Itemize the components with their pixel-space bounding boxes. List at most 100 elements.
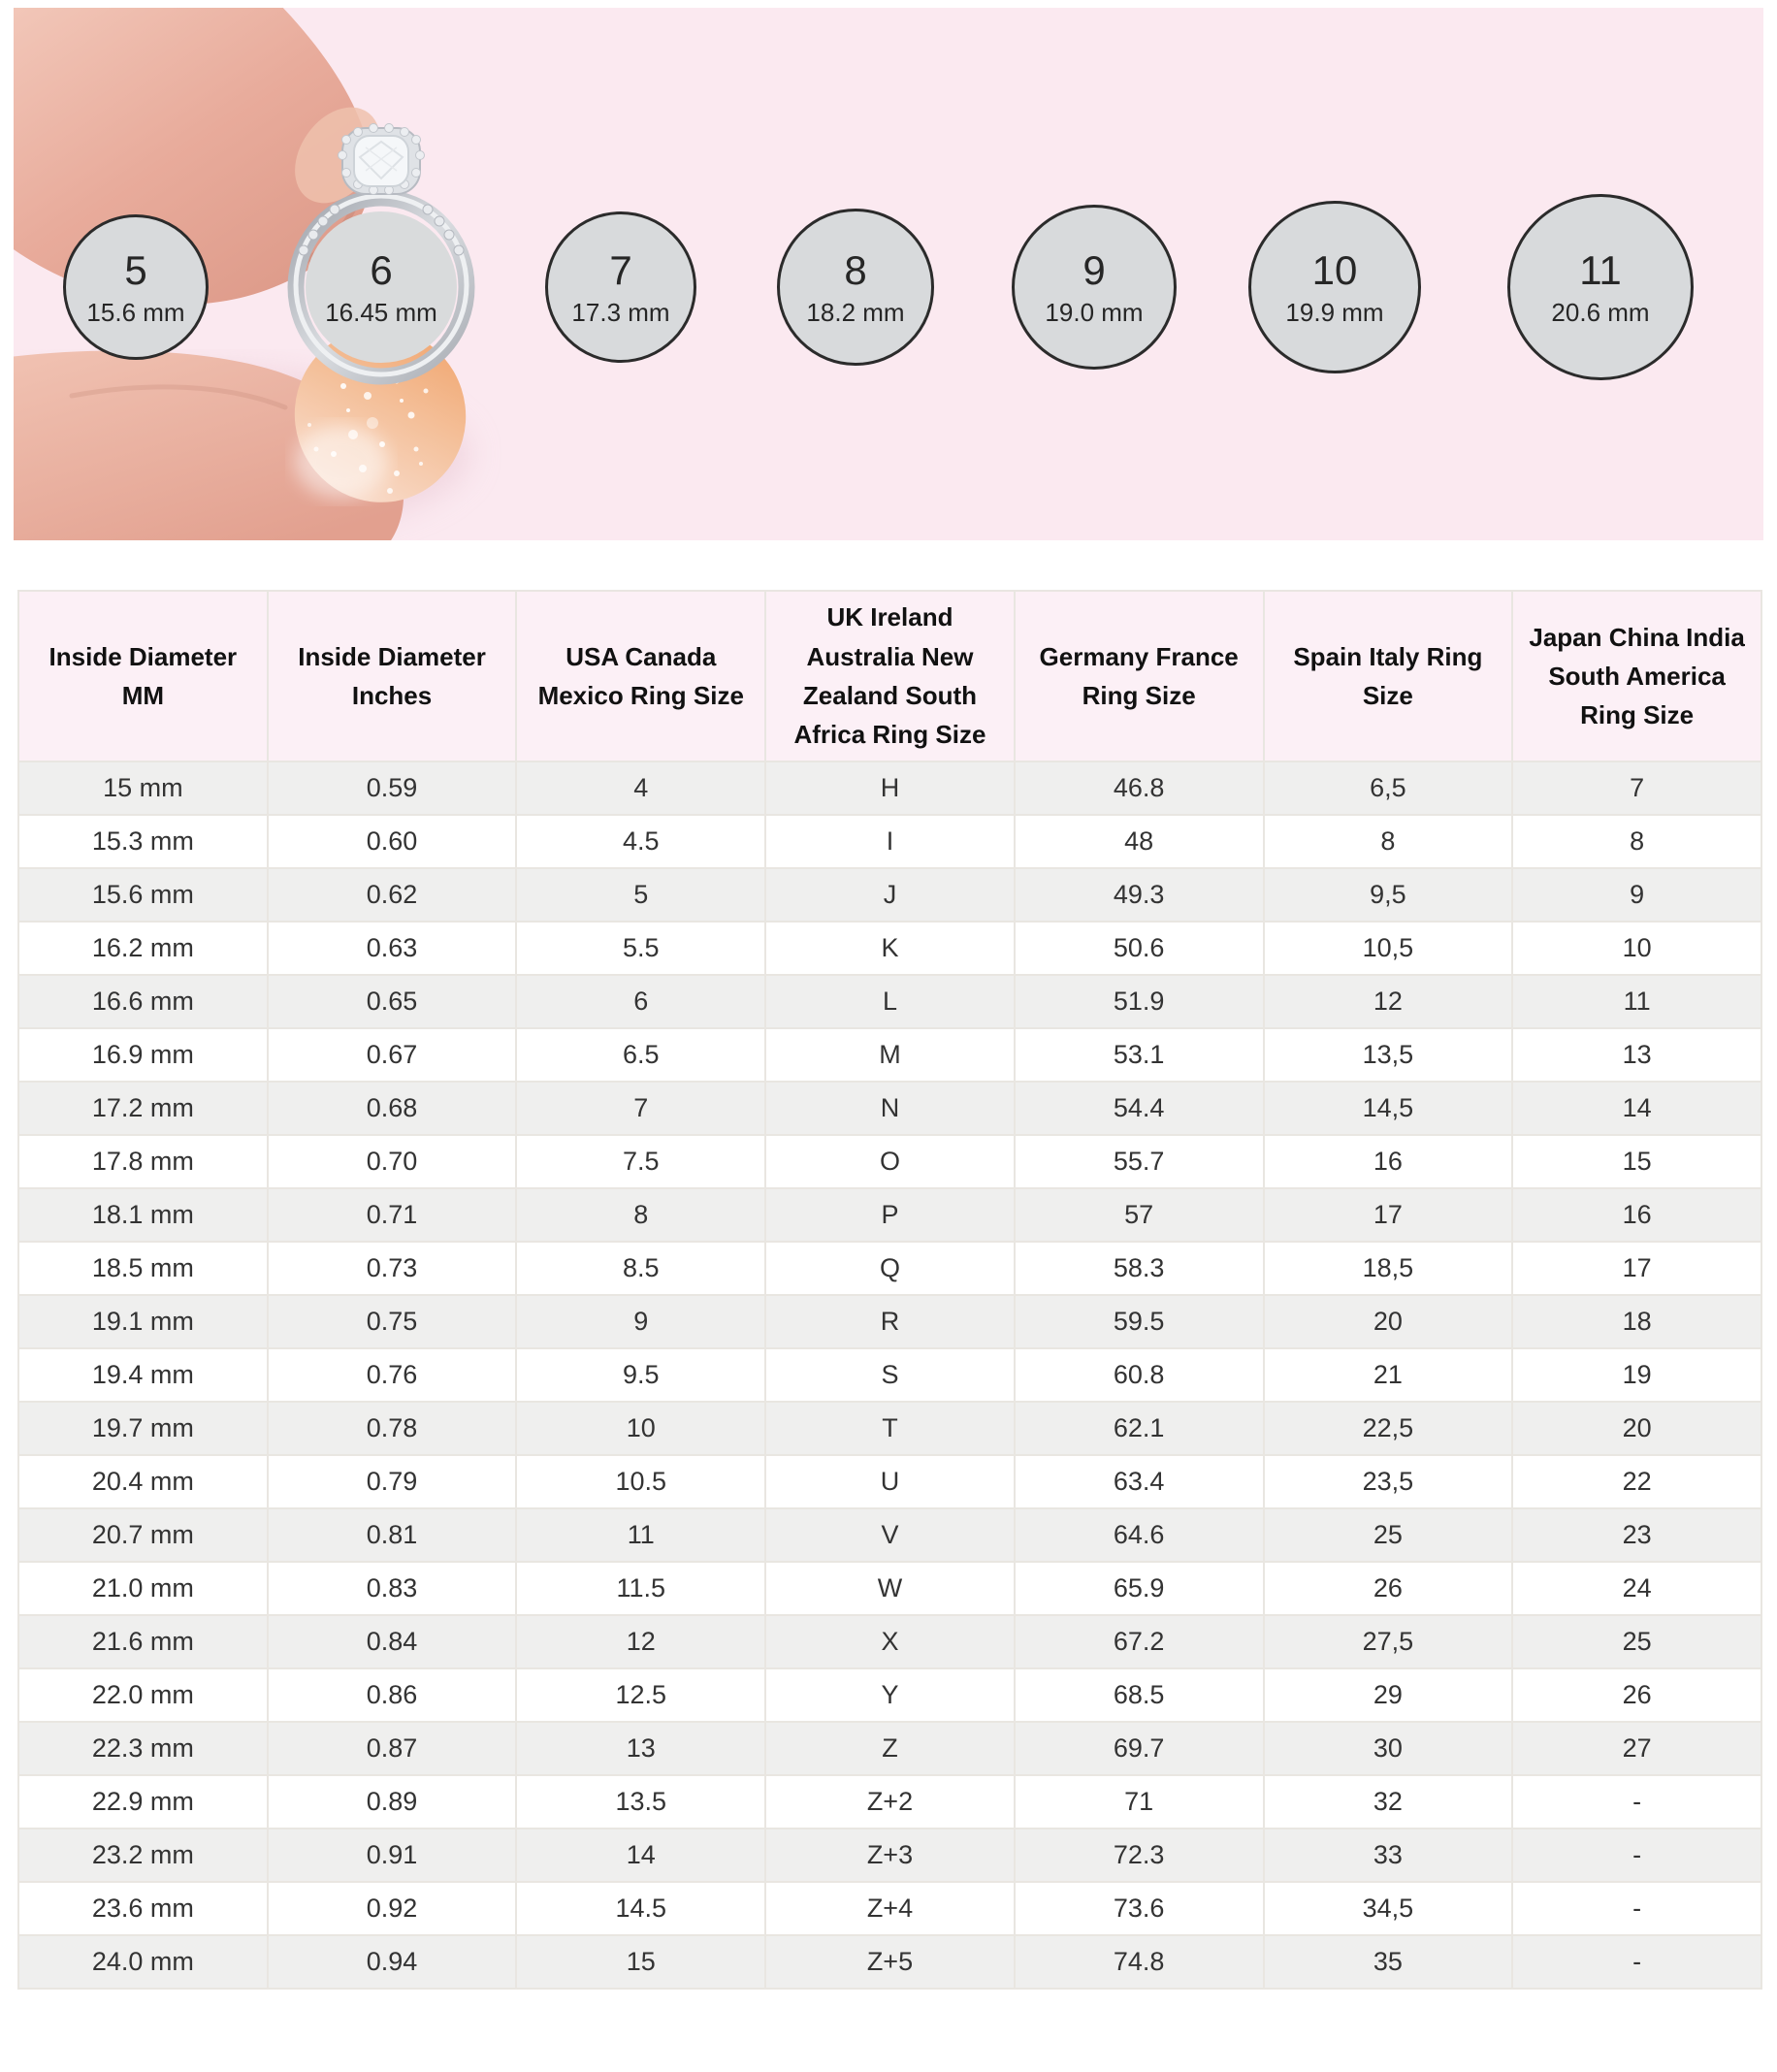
table-row: 21.6 mm 0.84 12 X 67.2 27,5 25 <box>17 1614 1762 1669</box>
table-cell: 23.2 mm <box>17 1828 269 1883</box>
table-cell: V <box>764 1507 1016 1563</box>
table-cell: 0.83 <box>266 1561 518 1616</box>
column-header-uk-ireland-australia: UK Ireland Australia New Zealand South A… <box>764 590 1016 762</box>
table-cell: 27,5 <box>1262 1614 1514 1669</box>
pave-stones <box>298 204 465 256</box>
table-cell: 21 <box>1262 1347 1514 1403</box>
table-row: 15.3 mm 0.60 4.5 I 48 8 8 <box>17 814 1762 869</box>
table-row: 22.0 mm 0.86 12.5 Y 68.5 29 26 <box>17 1667 1762 1723</box>
diamond-ring-photo <box>287 123 475 385</box>
table-row: 20.7 mm 0.81 11 V 64.6 25 23 <box>17 1507 1762 1563</box>
table-cell: 11 <box>1511 974 1762 1029</box>
table-cell: S <box>764 1347 1016 1403</box>
size-circle-6: 6 16.45 mm <box>306 211 457 363</box>
ring-size-number: 8 <box>844 246 867 293</box>
table-cell: N <box>764 1081 1016 1136</box>
table-cell: 17.8 mm <box>17 1134 269 1189</box>
table-cell: 20.7 mm <box>17 1507 269 1563</box>
table-cell: 51.9 <box>1013 974 1265 1029</box>
table-cell: 0.62 <box>266 867 518 923</box>
column-header-germany-france: Germany France Ring Size <box>1013 590 1265 762</box>
size-circle-11: 11 20.6 mm <box>1507 194 1694 380</box>
table-cell: 74.8 <box>1013 1934 1265 1990</box>
table-cell: 0.89 <box>266 1774 518 1829</box>
table-cell: 13 <box>515 1721 767 1776</box>
table-cell: 14,5 <box>1262 1081 1514 1136</box>
ring-band-highlight <box>293 193 469 377</box>
table-cell: 57 <box>1013 1187 1265 1243</box>
table-cell: 17 <box>1511 1241 1762 1296</box>
table-cell: 0.65 <box>266 974 518 1029</box>
table-cell: 0.78 <box>266 1401 518 1456</box>
table-cell: 27 <box>1511 1721 1762 1776</box>
table-cell: 72.3 <box>1013 1828 1265 1883</box>
table-cell: 49.3 <box>1013 867 1265 923</box>
table-cell: 0.71 <box>266 1187 518 1243</box>
table-cell: J <box>764 867 1016 923</box>
table-cell: 22.0 mm <box>17 1667 269 1723</box>
table-cell: 7.5 <box>515 1134 767 1189</box>
table-cell: 12 <box>515 1614 767 1669</box>
table-cell: 33 <box>1262 1828 1514 1883</box>
table-row: 17.8 mm 0.70 7.5 O 55.7 16 15 <box>17 1134 1762 1189</box>
table-cell: Z+3 <box>764 1828 1016 1883</box>
table-cell: H <box>764 761 1016 816</box>
ring-size-diameter: 17.3 mm <box>571 297 670 327</box>
table-cell: 25 <box>1262 1507 1514 1563</box>
table-cell: 62.1 <box>1013 1401 1265 1456</box>
table-cell: Z+5 <box>764 1934 1016 1990</box>
table-cell: 32 <box>1262 1774 1514 1829</box>
size-circle-8: 8 18.2 mm <box>777 209 934 366</box>
table-cell: 68.5 <box>1013 1667 1265 1723</box>
table-cell: 4 <box>515 761 767 816</box>
table-cell: 34,5 <box>1262 1881 1514 1936</box>
table-cell: W <box>764 1561 1016 1616</box>
table-cell: 54.4 <box>1013 1081 1265 1136</box>
table-cell: 14 <box>515 1828 767 1883</box>
table-cell: 15 <box>515 1934 767 1990</box>
table-cell: 10 <box>515 1401 767 1456</box>
table-cell: 10,5 <box>1262 921 1514 976</box>
table-cell: 5 <box>515 867 767 923</box>
table-cell: 8.5 <box>515 1241 767 1296</box>
table-cell: 0.92 <box>266 1881 518 1936</box>
table-cell: 16.2 mm <box>17 921 269 976</box>
size-circle-9: 9 19.0 mm <box>1012 205 1177 370</box>
table-cell: O <box>764 1134 1016 1189</box>
table-row: 16.9 mm 0.67 6.5 M 53.1 13,5 13 <box>17 1027 1762 1083</box>
column-header-inside-diameter-mm: Inside Diameter MM <box>17 590 269 762</box>
table-cell: L <box>764 974 1016 1029</box>
table-row: 22.9 mm 0.89 13.5 Z+2 71 32- <box>17 1774 1762 1829</box>
table-cell: 9 <box>1511 867 1762 923</box>
table-cell: 22.3 mm <box>17 1721 269 1776</box>
table-row: 19.4 mm 0.76 9.5 S 60.8 21 19 <box>17 1347 1762 1403</box>
table-cell: 8 <box>515 1187 767 1243</box>
ring-size-diameter: 18.2 mm <box>806 297 905 327</box>
table-cell: T <box>764 1401 1016 1456</box>
table-row: 24.0 mm 0.94 15 Z+5 74.8 35- <box>17 1934 1762 1990</box>
table-cell: 26 <box>1511 1667 1762 1723</box>
table-cell: 24.0 mm <box>17 1934 269 1990</box>
table-cell: 26 <box>1262 1561 1514 1616</box>
table-cell: 9,5 <box>1262 867 1514 923</box>
table-cell: 0.86 <box>266 1667 518 1723</box>
table-cell: 19.7 mm <box>17 1401 269 1456</box>
table-cell: Y <box>764 1667 1016 1723</box>
table-cell: 0.59 <box>266 761 518 816</box>
table-row: 21.0 mm 0.83 11.5 W 65.9 26 24 <box>17 1561 1762 1616</box>
table-cell: 53.1 <box>1013 1027 1265 1083</box>
table-cell: 17.2 mm <box>17 1081 269 1136</box>
table-cell: 7 <box>515 1081 767 1136</box>
size-circle-7: 7 17.3 mm <box>545 211 696 363</box>
ring-size-number: 5 <box>124 246 147 293</box>
table-cell: 55.7 <box>1013 1134 1265 1189</box>
table-cell: 13.5 <box>515 1774 767 1829</box>
table-cell: 13 <box>1511 1027 1762 1083</box>
table-cell: 63.4 <box>1013 1454 1265 1509</box>
table-cell: 11.5 <box>515 1561 767 1616</box>
ring-size-diameter: 20.6 mm <box>1551 297 1650 327</box>
table-cell: 20.4 mm <box>17 1454 269 1509</box>
table-cell: 0.84 <box>266 1614 518 1669</box>
table-cell: 0.87 <box>266 1721 518 1776</box>
table-cell: 50.6 <box>1013 921 1265 976</box>
